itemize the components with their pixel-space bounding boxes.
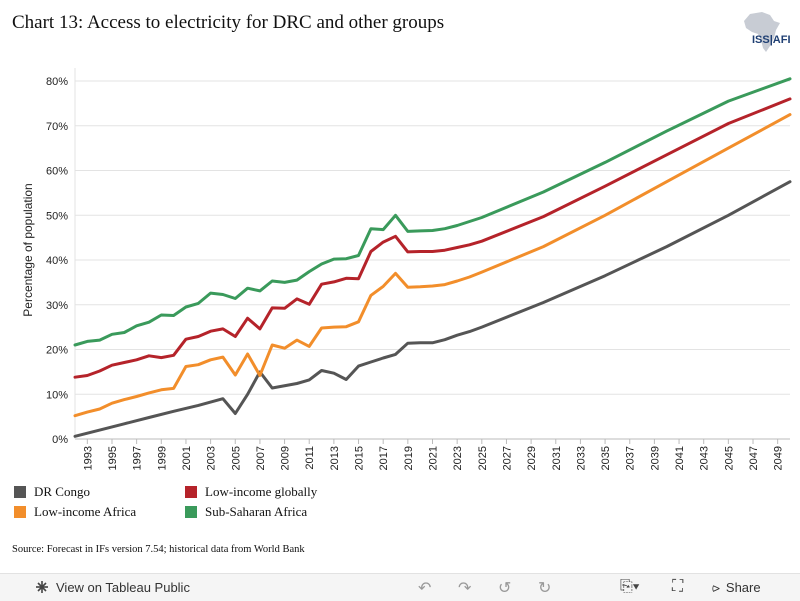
x-tick-label: 2015 bbox=[354, 446, 366, 470]
x-tick-label: 2003 bbox=[206, 446, 218, 470]
x-tick-labels: 1993 1995 1997 1999 2001 2003 2005 2007 2009 2011… bbox=[82, 439, 785, 470]
x-tick-label: 2017 bbox=[378, 446, 390, 470]
y-tick-label: 60% bbox=[46, 166, 68, 178]
series-line-low-income-africa[interactable] bbox=[73, 113, 792, 418]
tableau-toolbar: View on Tableau Public ↶ ↷ ↺ ↻ ⎘▾ ⛶ ⪧ Sh… bbox=[0, 573, 800, 601]
view-on-tableau-button[interactable]: View on Tableau Public bbox=[34, 579, 190, 595]
x-tick-label: 2019 bbox=[403, 446, 415, 470]
x-tick-label: 2033 bbox=[575, 446, 587, 470]
legend-item-low-income-africa[interactable]: Low-income Africa bbox=[14, 504, 136, 520]
redo-icon[interactable]: ↷ bbox=[458, 580, 472, 597]
x-tick-label: 2039 bbox=[649, 446, 661, 470]
x-tick-label: 1993 bbox=[82, 446, 94, 470]
x-tick-label: 2047 bbox=[748, 446, 760, 470]
series-line-sub-saharan-africa[interactable] bbox=[73, 77, 792, 347]
y-tick-label: 70% bbox=[46, 121, 68, 133]
share-label: Share bbox=[725, 580, 761, 595]
x-tick-label: 2045 bbox=[723, 446, 735, 470]
x-tick-label: 2049 bbox=[773, 446, 785, 470]
y-tick-label: 40% bbox=[46, 255, 68, 267]
x-tick-label: 2009 bbox=[280, 446, 292, 470]
legend-label: Low-income globally bbox=[205, 484, 318, 499]
x-tick-label: 2007 bbox=[255, 446, 267, 470]
legend: DR Congo Low-income globally Low-income … bbox=[14, 484, 514, 528]
y-tick-labels: 0% 10% 20% 30% 40% 50% 60% 70% 80% bbox=[46, 76, 68, 446]
undo-icon[interactable]: ↶ bbox=[418, 580, 432, 597]
y-tick-label: 10% bbox=[46, 389, 68, 401]
x-tick-label: 1997 bbox=[132, 446, 144, 470]
legend-swatch-low-income-globally bbox=[185, 486, 197, 498]
y-tick-label: 80% bbox=[46, 76, 68, 88]
legend-label: Low-income Africa bbox=[34, 504, 137, 519]
x-tick-label: 1995 bbox=[107, 446, 119, 470]
series-line-dr-congo[interactable] bbox=[73, 180, 792, 438]
share-icon: ⪧ bbox=[712, 579, 720, 595]
chart-title: Chart 13: Access to electricity for DRC … bbox=[12, 12, 445, 33]
share-button[interactable]: ⪧ Share bbox=[712, 579, 761, 596]
iss-afi-logo-text: ISS|AFI bbox=[752, 34, 791, 46]
legend-swatch-dr-congo bbox=[14, 486, 26, 498]
line-chart: 0%10%20%30%40%50%60%70%80% 1993 1995 1997 1… bbox=[21, 68, 792, 470]
legend-label: DR Congo bbox=[34, 484, 90, 499]
x-tick-label: 2011 bbox=[304, 446, 316, 470]
y-tick-label: 20% bbox=[46, 345, 68, 357]
y-tick-label: 50% bbox=[46, 210, 68, 222]
x-tick-label: 2025 bbox=[477, 446, 489, 470]
x-tick-label: 1999 bbox=[156, 446, 168, 470]
x-tick-label: 2043 bbox=[699, 446, 711, 470]
tableau-logo-icon bbox=[36, 581, 48, 593]
legend-item-sub-saharan-africa[interactable]: Sub-Saharan Africa bbox=[185, 504, 307, 520]
download-icon[interactable]: ⎘▾ bbox=[620, 578, 640, 595]
x-tick-label: 2035 bbox=[600, 446, 612, 470]
x-tick-label: 2021 bbox=[428, 446, 440, 470]
view-on-tableau-label: View on Tableau Public bbox=[56, 579, 190, 595]
x-tick-label: 2005 bbox=[230, 446, 242, 470]
x-tick-label: 2029 bbox=[526, 446, 538, 470]
revert-icon[interactable]: ↺ bbox=[498, 580, 512, 597]
refresh-icon[interactable]: ↻ bbox=[538, 580, 552, 597]
y-tick-label: 30% bbox=[46, 300, 68, 312]
x-tick-label: 2037 bbox=[625, 446, 637, 470]
series-lines bbox=[73, 77, 792, 438]
legend-label: Sub-Saharan Africa bbox=[205, 504, 308, 519]
x-tick-label: 2041 bbox=[674, 446, 686, 470]
x-tick-label: 2027 bbox=[501, 446, 513, 470]
x-tick-label: 2013 bbox=[329, 446, 341, 470]
legend-item-low-income-globally[interactable]: Low-income globally bbox=[185, 484, 317, 500]
y-tick-label: 0% bbox=[52, 434, 68, 446]
legend-swatch-low-income-africa bbox=[14, 506, 26, 518]
series-line-low-income-globally[interactable] bbox=[73, 97, 792, 379]
legend-item-dr-congo[interactable]: DR Congo bbox=[14, 484, 90, 500]
y-axis-label: Percentage of population bbox=[21, 183, 35, 316]
legend-swatch-sub-saharan-africa bbox=[185, 506, 197, 518]
x-tick-label: 2023 bbox=[452, 446, 464, 470]
fullscreen-icon[interactable]: ⛶ bbox=[672, 578, 684, 595]
africa-map-logo-icon bbox=[744, 12, 780, 52]
x-tick-label: 2031 bbox=[551, 446, 563, 470]
x-tick-label: 2001 bbox=[181, 446, 193, 470]
source-note: Source: Forecast in IFs version 7.54; hi… bbox=[12, 544, 305, 555]
